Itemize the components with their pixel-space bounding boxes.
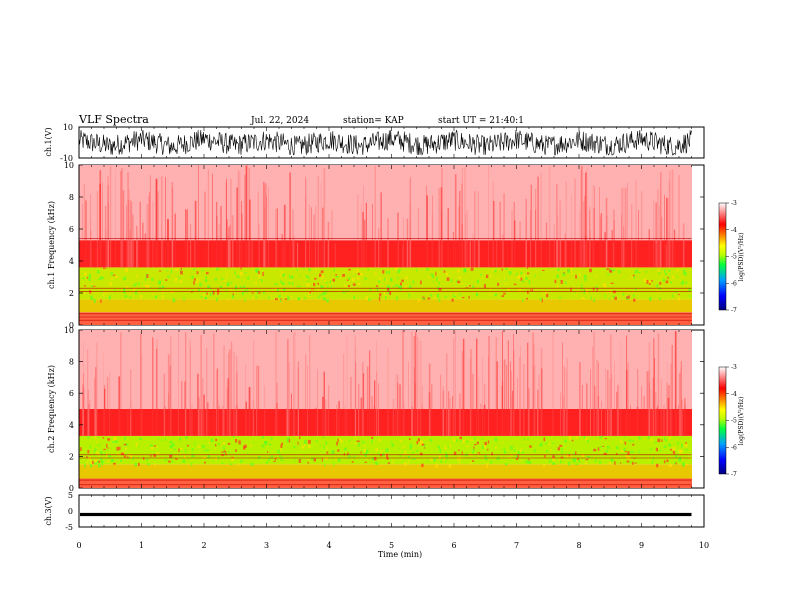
spectrogram-band-3 (79, 240, 692, 268)
time-axis-tick-label: 6 (451, 541, 456, 550)
time-axis: 0 1 2 3 4 5 6 7 8 9 10 (76, 127, 709, 550)
colorbar-tick-label: -7 (731, 307, 737, 314)
ch2-colorbar-gradient (718, 366, 727, 475)
ch1-waveform-ylabel: ch.1(V) (44, 127, 53, 156)
ch1-spectrogram-panel: ch.1 Frequency (kHz) 0 2 4 6 8 10 -3 -4 -5 -6 -7 … (47, 161, 745, 330)
start-time-label: start UT = 21:40:1 (438, 116, 524, 126)
ch3-ytick-top: 5 (68, 491, 73, 500)
colorbar-tick-label: -6 (731, 280, 737, 287)
ch1-waveform-panel: ch.1(V) 10 -10 (44, 123, 705, 163)
ch2-spectrogram-panel: ch.2 Frequency (kHz) 0 2 4 6 8 10 -3 -4 -5 -6 -7 … (47, 326, 745, 493)
spectrogram-ytick-label: 10 (64, 326, 74, 335)
date-label: Jul. 22, 2024 (250, 116, 309, 126)
time-axis-tick-label: 4 (326, 541, 331, 550)
spectrogram-ytick-label: 2 (69, 452, 74, 461)
spectrogram-streaks (82, 165, 685, 268)
spectrogram-ytick-label: 6 (69, 389, 74, 398)
ch3-waveform-panel: ch.3(V) 5 0 -5 (44, 491, 705, 532)
spectrogram-ytick-label: 0 (69, 321, 74, 330)
colorbar-tick-label: -7 (731, 471, 737, 478)
ch1-spectrogram-image (79, 165, 692, 325)
ch1-ytick-bottom: -10 (60, 154, 73, 163)
ch1-colorbar-label: log(PSD)(V²/Hz) (738, 233, 745, 282)
time-axis-tick-label: 1 (139, 541, 144, 550)
colorbar-tick-label: -3 (731, 364, 737, 371)
spectrogram-band-3 (79, 409, 692, 436)
spectrogram-ytick-label: 6 (69, 225, 74, 234)
colorbar-tick-label: -5 (731, 418, 737, 425)
spectrogram-ytick-label: 10 (64, 161, 74, 170)
ch3-waveform-line (80, 512, 692, 517)
figure-title: VLF Spectra (78, 113, 149, 126)
spectrogram-band-4 (79, 165, 692, 241)
spectrogram-ytick-label: 2 (69, 289, 74, 298)
spectrogram-band-1 (79, 464, 692, 479)
station-label: station= KAP (343, 116, 404, 126)
colorbar-tick-label: -5 (731, 254, 737, 261)
spectrogram-speckle (80, 435, 691, 468)
time-axis-tick-label: 2 (201, 541, 206, 550)
time-axis-tick-label: 0 (76, 541, 81, 550)
time-axis-tick-label: 9 (639, 541, 644, 550)
spectrogram-ytick-label: 4 (69, 421, 74, 430)
ch1-colorbar-ticks: -3 -4 -5 -6 -7 (726, 200, 737, 314)
ch2-colorbar-ticks: -3 -4 -5 -6 -7 (726, 364, 737, 478)
ch1-spectrogram-yticks: 0 2 4 6 8 10 (64, 161, 704, 330)
spectrogram-ytick-label: 8 (69, 193, 74, 202)
spectrogram-ytick-label: 4 (69, 257, 74, 266)
ch3-waveform-frame (78, 494, 705, 528)
time-axis-tick-label: 7 (514, 541, 519, 550)
time-axis-tick-label: 5 (389, 541, 394, 550)
ch3-waveform-ylabel: ch.3(V) (44, 496, 53, 525)
spectrogram-band-4 (79, 330, 692, 409)
spectrogram-streaks (82, 330, 686, 436)
spectrogram-band-0 (79, 312, 692, 325)
ch2-spectrogram-image (79, 330, 692, 488)
colorbar-tick-label: -4 (731, 391, 737, 398)
time-axis-tick-label: 10 (699, 541, 709, 550)
ch3-ytick-bottom: -5 (65, 523, 73, 532)
time-axis-tick-label: 3 (264, 541, 269, 550)
spectrogram-ytick-label: 0 (69, 484, 74, 493)
spectrogram-ytick-label: 8 (69, 358, 74, 367)
ch2-colorbar-label: log(PSD)(V²/Hz) (738, 397, 745, 446)
spectrogram-band-1 (79, 299, 692, 313)
time-axis-label: Time (min) (378, 550, 422, 559)
ch2-colorbar: -3 -4 -5 -6 -7 log(PSD)(V²/Hz) (718, 364, 745, 478)
ch1-spectrogram-ylabel: ch.1 Frequency (kHz) (47, 201, 56, 289)
colorbar-tick-label: -6 (731, 444, 737, 451)
ch2-spectrogram-yticks: 0 2 4 6 8 10 (64, 326, 704, 493)
colorbar-tick-label: -4 (731, 227, 737, 234)
spectrogram-band-0 (79, 478, 692, 488)
ch2-spectrogram-ylabel: ch.2 Frequency (kHz) (47, 365, 56, 453)
ch3-ytick-mid: 0 (68, 507, 73, 516)
ch1-colorbar-gradient (718, 202, 727, 311)
time-axis-tick-label: 8 (576, 541, 581, 550)
ch1-ytick-top: 10 (63, 123, 73, 132)
colorbar-tick-label: -3 (731, 200, 737, 207)
ch1-waveform-line (78, 129, 692, 156)
ch1-colorbar: -3 -4 -5 -6 -7 log(PSD)(V²/Hz) (718, 200, 745, 314)
spectrogram-speckle (81, 267, 692, 303)
